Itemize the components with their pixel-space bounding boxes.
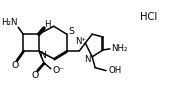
Text: N: N [84, 55, 91, 64]
Text: H₂N: H₂N [1, 18, 18, 27]
Text: N⁺: N⁺ [75, 37, 86, 46]
Text: HCl: HCl [140, 12, 157, 22]
Text: NH₂: NH₂ [112, 44, 128, 53]
Text: H: H [44, 20, 51, 29]
Text: OH: OH [108, 66, 122, 75]
Text: S: S [69, 27, 74, 36]
Text: O⁻: O⁻ [53, 66, 65, 75]
Text: O: O [12, 61, 19, 70]
Text: O: O [31, 71, 39, 80]
Text: N: N [39, 51, 46, 60]
